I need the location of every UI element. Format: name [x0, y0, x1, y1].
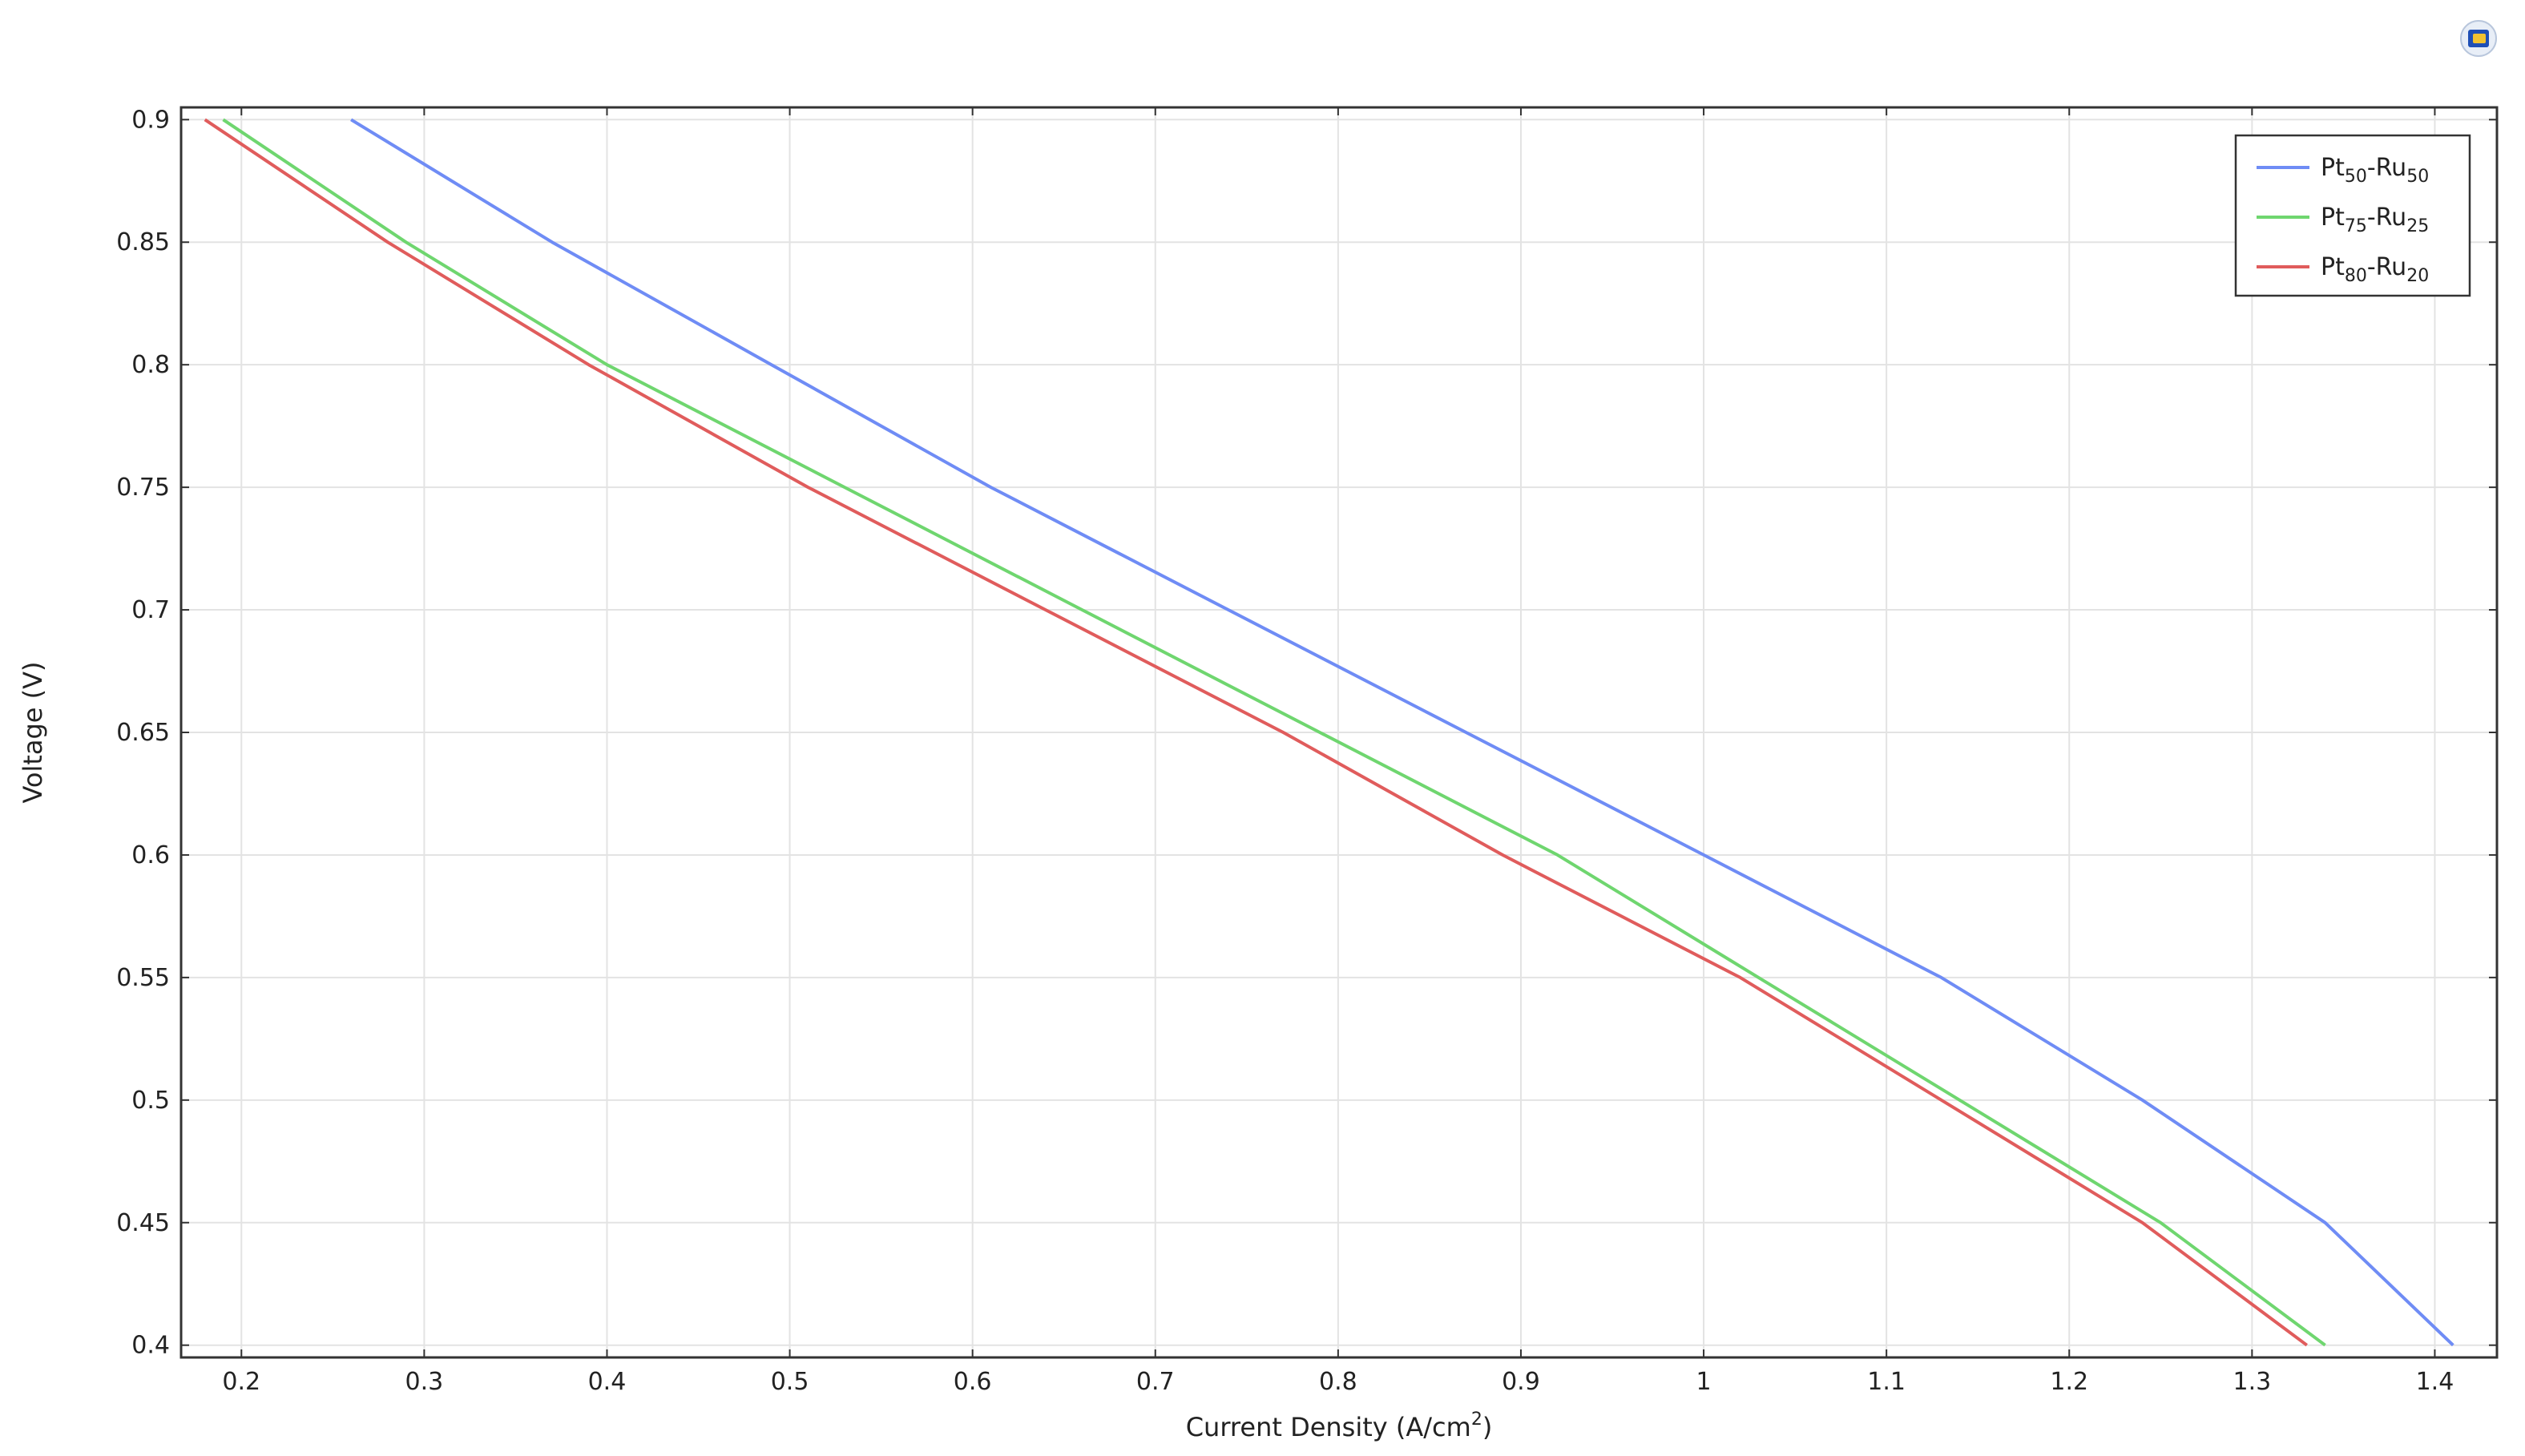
x-tick-label: 0.5: [771, 1368, 809, 1396]
y-axis-title: Voltage (V): [18, 661, 48, 803]
y-tick-label: 0.45: [116, 1209, 170, 1237]
y-tick-label: 0.5: [131, 1087, 170, 1115]
grid: [181, 107, 2497, 1357]
x-tick-label: 1: [1696, 1368, 1712, 1396]
x-tick-label: 0.3: [405, 1368, 444, 1396]
series-line-3: [204, 118, 2308, 1347]
series-lines: [204, 118, 2454, 1347]
x-tick-label: 1.4: [2416, 1368, 2454, 1396]
x-tick-label: 0.4: [588, 1368, 627, 1396]
x-tick-label: 1.2: [2050, 1368, 2088, 1396]
y-tick-label: 0.55: [116, 964, 170, 992]
x-tick-label: 0.7: [1136, 1368, 1175, 1396]
series-line-2: [222, 118, 2326, 1347]
series-line-1: [350, 118, 2454, 1347]
y-tick-label: 0.4: [131, 1332, 170, 1360]
legend-label: Pt75-Ru25: [2321, 204, 2429, 236]
x-tick-label: 1.1: [1867, 1368, 1906, 1396]
y-tick-label: 0.7: [131, 596, 170, 624]
legend: Pt50-Ru50 Pt75-Ru25 Pt80-Ru20: [2234, 134, 2471, 297]
x-tick-label: 0.9: [1502, 1368, 1540, 1396]
x-tick-label: 0.8: [1319, 1368, 1357, 1396]
x-tick-label: 0.2: [222, 1368, 260, 1396]
y-tick-label: 0.75: [116, 474, 170, 502]
y-tick-label: 0.8: [131, 351, 170, 379]
legend-label: Pt50-Ru50: [2321, 154, 2429, 187]
y-tick-label: 0.85: [116, 228, 170, 256]
y-tick-label: 0.6: [131, 841, 170, 869]
y-tick-label: 0.9: [131, 106, 170, 134]
axis-ticks: 0.2 0.3 0.4 0.5 0.6 0.7 0.8 0.9 1 1.1 1.2 1.3 1.4 0.4…: [116, 106, 2497, 1396]
legend-label: Pt80-Ru20: [2321, 253, 2429, 286]
x-tick-label: 1.3: [2233, 1368, 2271, 1396]
x-axis-title: Current Density (A/cm2): [1186, 1410, 1493, 1442]
plot-window-icon[interactable]: [2460, 20, 2497, 57]
x-tick-label: 0.6: [954, 1368, 992, 1396]
y-tick-label: 0.65: [116, 719, 170, 747]
